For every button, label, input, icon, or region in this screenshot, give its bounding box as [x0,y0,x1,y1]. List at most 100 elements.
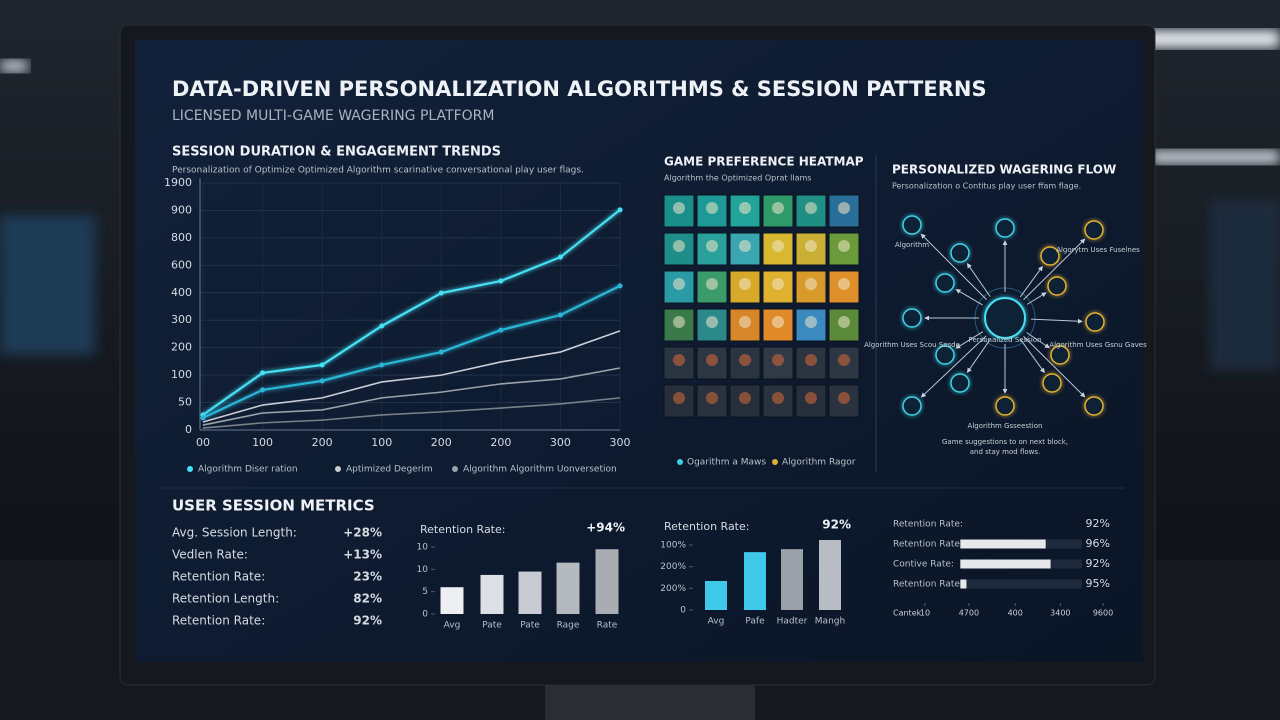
flow-arrow [920,335,987,398]
x-axis-label: Cantek [893,609,922,618]
x-tick-label: 200 [490,436,511,449]
heat-cell [828,308,860,342]
chart-title: SESSION DURATION & ENGAGEMENT TRENDS [172,145,501,160]
bar [744,552,766,610]
flow-arrow [920,233,987,300]
heat-cell [762,308,794,342]
game-icon [706,278,718,290]
point [319,378,325,384]
flow-label: Algorithm Gsseestion [968,422,1043,430]
x-tick-label: Hadter [777,617,808,627]
metric-value: 82% [353,592,382,606]
point [617,207,623,213]
x-tick-label: 300 [550,436,571,449]
page-title: DATA-DRIVEN PERSONALIZATION ALGORITHMS &… [172,77,987,101]
section-title: USER SESSION METRICS [172,497,375,515]
legend-swatch [677,459,683,465]
game-icon [805,354,817,366]
legend-label: Algorithm Ragor [782,458,856,468]
game-icon [673,202,685,214]
bar [781,549,803,610]
annotation: 92% [822,518,851,532]
bar [960,539,1046,549]
bar [480,574,504,614]
legend-swatch [772,459,778,465]
flow-arrow [1030,318,1083,324]
heat-cell [663,346,695,380]
y-tick-label: 0 [680,606,686,616]
legend-swatch [187,466,193,472]
chart-title: Retention Rate: [664,520,749,533]
y-tick-label: 300 [171,313,192,326]
x-tick-label: 9600 [1093,609,1113,618]
game-icon [772,354,784,366]
ceiling-light [1150,150,1280,164]
bar [556,562,580,614]
y-tick-label: 200% [660,562,686,572]
game-icon [739,202,751,214]
point [379,362,385,368]
legend-label: Aptimized Degerim [346,465,433,475]
x-tick-label: 300 [610,436,631,449]
y-tick-label: 600 [171,258,192,271]
metric-label: Retention Length: [172,592,279,606]
metric-label: Avg. Session Length: [172,526,297,540]
legend-label: Ogarithm a Maws [687,458,766,468]
y-tick-label: 200% [660,584,686,594]
metric-value: 23% [353,570,382,584]
game-icon [838,354,850,366]
game-icon [805,316,817,328]
series-line [202,209,621,416]
ceiling-light [0,60,28,72]
x-tick-label: 3400 [1050,609,1070,618]
game-icon [805,278,817,290]
flow-arrow [1026,292,1047,305]
background-rack [1210,200,1280,370]
x-tick-label: Pate [520,621,540,631]
chart-subtitle: Personalization of Optimize Optimized Al… [172,166,584,176]
y-tick-label: 10 [417,565,429,575]
y-tick-label: 900 [171,203,192,216]
x-tick-label: 200 [312,436,333,449]
chart-subtitle: Algorithm the Optimized Oprat llams [664,174,811,183]
point [557,312,563,318]
flow-node [935,345,955,365]
y-tick-label: 100% [660,541,686,551]
game-icon [805,202,817,214]
bar-track [960,579,1082,589]
point [617,283,623,289]
row-label: Retention Rate: [893,520,963,530]
point [498,327,504,333]
y-tick-label: 50 [178,396,192,409]
y-tick-label: 5 [422,587,428,597]
y-tick-label: 200 [171,341,192,354]
flow-diagram [902,215,1105,416]
x-tick-label: 100 [252,436,273,449]
x-tick-label: 400 [1008,609,1023,618]
flow-node [995,218,1015,238]
flow-arrow [966,339,991,373]
y-tick-label: 0 [185,423,192,436]
series-line [202,284,621,419]
point [557,254,563,260]
flow-node [1084,396,1104,416]
game-icon [706,202,718,214]
point [319,362,325,368]
heat-cell [663,232,695,266]
game-icon [706,316,718,328]
page-subtitle: LICENSED MULTI-GAME WAGERING PLATFORM [172,108,494,124]
game-icon [805,240,817,252]
flow-arrow [955,331,984,349]
game-icon [772,240,784,252]
flow-arrow [1026,332,1050,349]
screen [135,40,1143,662]
metric-value: +13% [343,548,382,562]
x-tick-label: 00 [196,436,210,449]
x-tick-label: Avg [708,617,725,627]
point [260,370,266,376]
series-line [202,330,621,423]
point [498,278,504,284]
row-value: 95% [1086,577,1110,590]
y-tick-label: 800 [171,231,192,244]
